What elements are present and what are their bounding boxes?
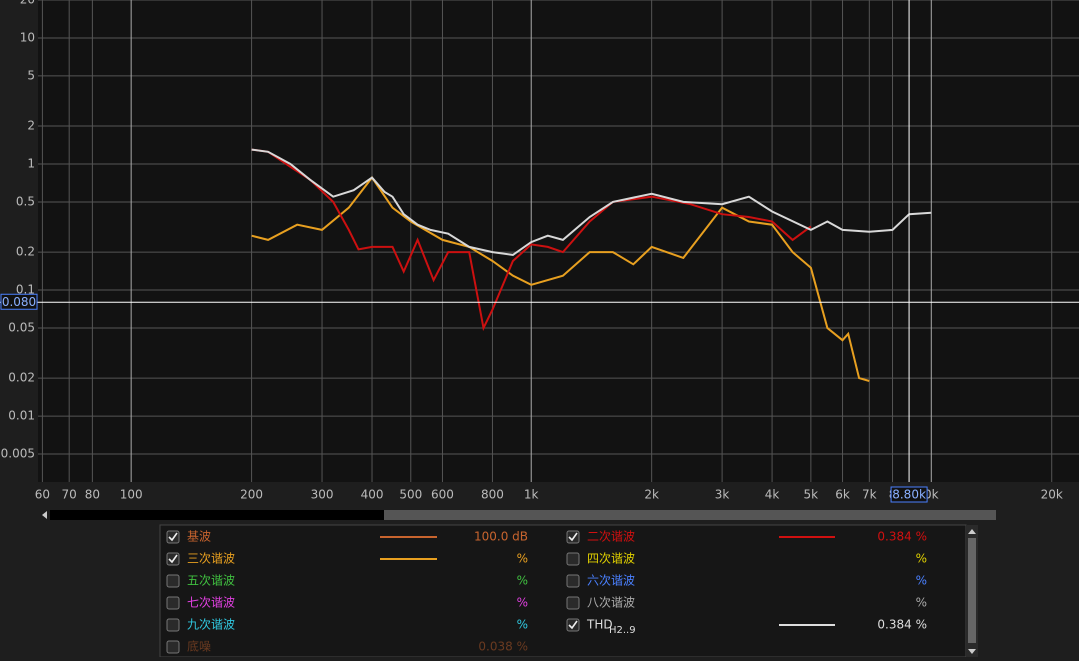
x-tick-label: 6k (835, 488, 850, 502)
x-tick-label: 100 (120, 488, 143, 502)
legend-label: 五次谐波 (187, 574, 235, 588)
legend-label: 八次谐波 (587, 596, 635, 610)
x-tick-label: 800 (481, 488, 504, 502)
legend-label: 六次谐波 (587, 574, 635, 588)
series-line (251, 175, 870, 382)
x-tick-label: 4k (765, 488, 780, 502)
cursor-x-label: 8.80k (892, 488, 926, 502)
x-tick-label: 5k (804, 488, 819, 502)
x-tick-label: 200 (240, 488, 263, 502)
legend-value: % (517, 552, 528, 566)
legend-value: 0.384 % (877, 530, 927, 544)
legend-value: 0.384 % (877, 618, 927, 632)
y-tick-label: 0.01 (8, 409, 35, 423)
legend-label: 九次谐波 (187, 618, 235, 632)
series-line (251, 148, 932, 256)
check-mark (568, 620, 578, 630)
checkbox[interactable] (166, 596, 180, 610)
cursor-y-box (0, 293, 38, 310)
x-tick-label: 400 (361, 488, 384, 502)
checkbox[interactable] (566, 530, 580, 544)
x-tick-label: 2k (644, 488, 659, 502)
checkbox[interactable] (566, 618, 580, 632)
legend-value: % (916, 574, 927, 588)
y-tick-label: 0.5 (16, 194, 35, 208)
legend-value: % (517, 596, 528, 610)
x-tick-label: 0k (924, 488, 939, 502)
x-tick-label: 80 (85, 488, 100, 502)
checkbox[interactable] (166, 618, 180, 632)
checkbox[interactable] (566, 552, 580, 566)
legend-label: 底噪 (187, 639, 211, 654)
cursor-y-label: 0.080 (2, 295, 36, 309)
check-mark (168, 532, 178, 542)
x-tick-label: 600 (431, 488, 454, 502)
check-mark (168, 554, 178, 564)
legend-label: 基波 (187, 530, 211, 544)
checkbox[interactable] (166, 574, 180, 588)
legend-value: 100.0 dB (474, 530, 528, 544)
y-tick-label: 10 (20, 30, 35, 44)
x-tick-label: 500 (399, 488, 422, 502)
x-tick-label: 60 (35, 488, 50, 502)
x-tick-label: 70 (62, 488, 77, 502)
y-tick-label: 0.05 (8, 320, 35, 334)
legend-scroll-thumb[interactable] (968, 538, 976, 643)
checkbox[interactable] (166, 640, 180, 654)
legend-value: 0.038 % (478, 640, 528, 654)
x-tick-label: 3k (715, 488, 730, 502)
x-tick-label: 1k (524, 488, 539, 502)
x-tick-label: 20k (1041, 488, 1063, 502)
legend-value: % (517, 574, 528, 588)
legend-label-sub: H2..9 (609, 625, 636, 636)
series-line (251, 148, 812, 332)
legend-value: % (916, 596, 927, 610)
y-tick-label: 0.1 (16, 283, 35, 297)
scrollbar-thumb[interactable] (384, 510, 996, 520)
legend-panel (159, 524, 967, 658)
y-tick-label: 20 (20, 0, 35, 7)
legend-value: % (517, 618, 528, 632)
checkbox[interactable] (566, 596, 580, 610)
x-tick-label: 7k (862, 488, 877, 502)
y-tick-label: 0.2 (16, 245, 35, 259)
y-tick-label: 0.02 (8, 371, 35, 385)
legend-label: 七次谐波 (187, 596, 235, 610)
y-tick-label: 1 (27, 156, 35, 170)
legend-value: % (916, 552, 927, 566)
y-tick-label: 5 (27, 68, 35, 82)
cursor-x-box (890, 486, 928, 503)
check-mark (568, 532, 578, 542)
legend-label: 二次谐波 (587, 530, 635, 544)
y-tick-label: 0.005 (1, 447, 35, 461)
legend-label: 四次谐波 (587, 552, 635, 566)
y-tick-label: 2 (27, 119, 35, 133)
scroll-left[interactable] (42, 511, 47, 519)
checkbox[interactable] (166, 552, 180, 566)
x-tick-label: 300 (311, 488, 334, 502)
legend-label: THD (586, 618, 613, 632)
checkbox[interactable] (566, 574, 580, 588)
checkbox[interactable] (166, 530, 180, 544)
legend-label: 三次谐波 (187, 552, 235, 566)
plot-area (38, 0, 1079, 482)
